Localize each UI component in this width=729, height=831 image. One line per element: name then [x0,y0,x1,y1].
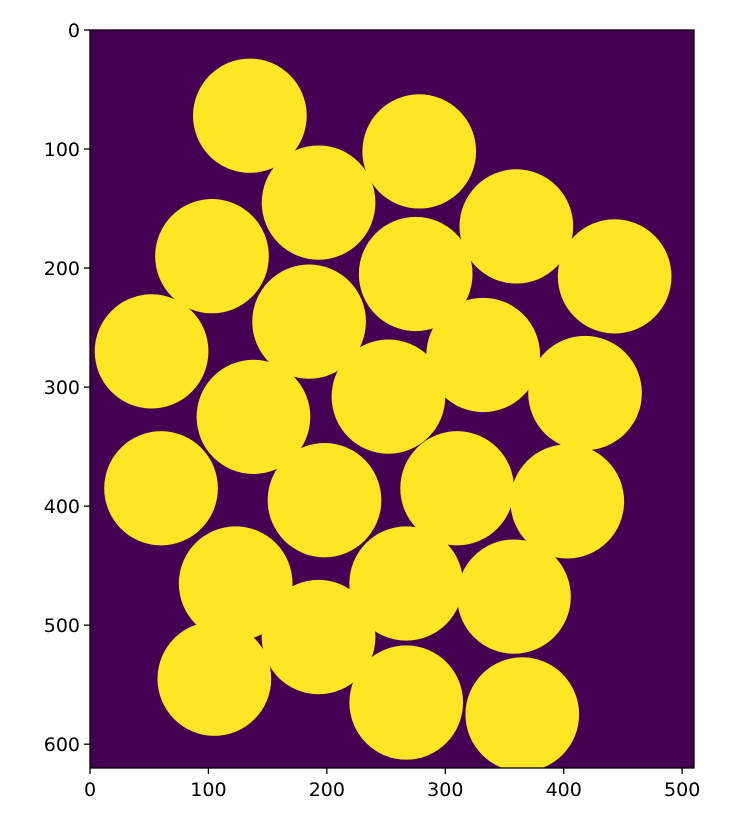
blob-18 [178,526,293,641]
blob-15 [400,431,514,546]
blob-14 [104,431,218,546]
y-tick-label: 600 [44,734,80,756]
x-tick-label: 100 [190,779,226,801]
blob-7 [557,219,672,334]
y-tick-label: 200 [44,258,80,280]
y-tick-label: 400 [44,496,80,518]
blob-9 [94,294,209,409]
x-tick-label: 0 [84,779,96,801]
blob-1 [193,58,307,173]
blob-22 [157,621,272,736]
blob-20 [457,539,571,654]
y-tick-label: 0 [68,20,80,42]
blob-24 [465,657,580,768]
plot-frame [89,29,695,769]
blob-6 [358,216,473,332]
blob-5 [155,199,269,314]
blob-4 [459,169,574,284]
x-tick-label: 500 [664,779,700,801]
blob-3 [261,145,376,260]
blob-11 [528,335,642,451]
y-tick-label: 500 [44,615,80,637]
y-tick-label: 100 [44,139,80,161]
blob-17 [510,444,625,559]
x-axis: 0 100 200 300 400 500 [84,768,700,801]
blob-19 [349,526,464,641]
blob-13 [196,359,311,474]
blob-16 [267,443,382,558]
x-tick-label: 200 [309,779,345,801]
y-axis: 0 100 200 300 400 500 600 [44,20,90,756]
blob-2 [362,94,477,209]
blob-10 [426,297,541,413]
x-tick-label: 400 [546,779,582,801]
blob-12 [331,339,446,454]
y-tick-label: 300 [44,377,80,399]
blob-8 [252,264,366,379]
x-tick-label: 300 [427,779,463,801]
foreground-blobs [94,58,672,768]
blob-21 [261,579,376,695]
blob-23 [349,645,464,760]
